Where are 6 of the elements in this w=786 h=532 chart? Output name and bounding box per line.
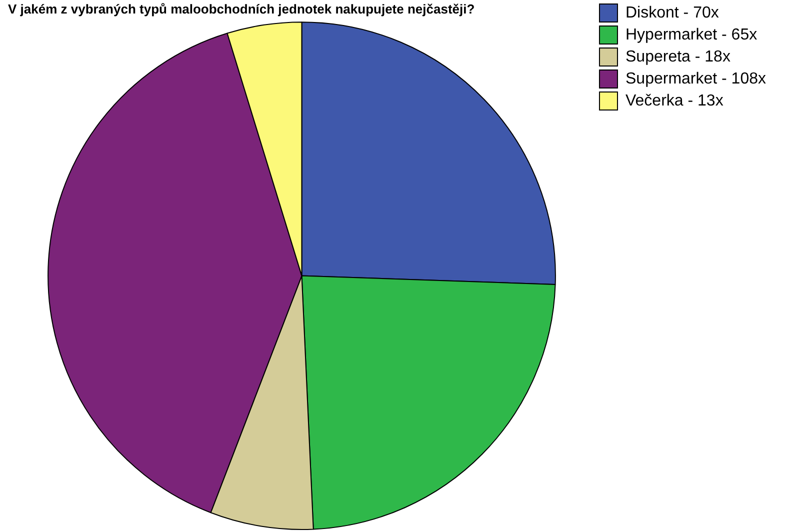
legend-label: Hypermarket - 65x	[625, 26, 758, 44]
legend-label: Večerka - 13x	[625, 92, 724, 110]
legend-label: Supereta - 18x	[625, 48, 730, 66]
chart-title: V jakém z vybraných typů maloobchodních jednotek nakupujete nejčastěji?	[8, 1, 475, 16]
legend-label: Diskont - 70x	[625, 4, 719, 22]
legend-label: Supermarket - 108x	[625, 70, 766, 88]
